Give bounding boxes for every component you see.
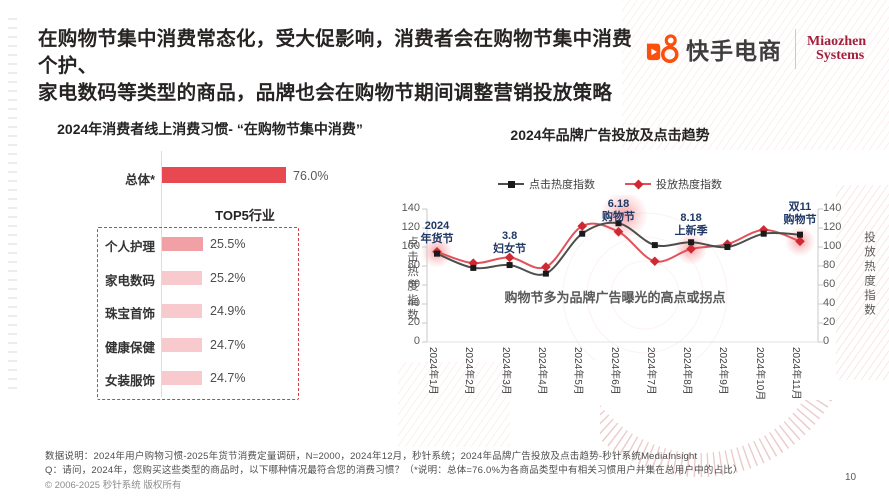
- brand-divider: [795, 29, 796, 69]
- x-axis-label: 2024年7月: [644, 347, 656, 395]
- legend-label-click: 点击热度指数: [529, 179, 595, 191]
- y-axis-tick-left: 60: [407, 278, 420, 290]
- top5-row-value: 25.5%: [210, 237, 246, 251]
- legend-line-click-icon: [498, 180, 524, 188]
- left-chart-axis-line: [161, 151, 162, 397]
- top5-group-label: TOP5行业: [215, 208, 275, 223]
- top5-row-label: 个人护理: [104, 240, 155, 254]
- kuaishou-logo-icon: [646, 34, 679, 64]
- page-title: 在购物节集中消费常态化，受大促影响，消费者会在购物节集中消费个护、 家电数码等类…: [38, 26, 648, 107]
- legend-square-marker-icon: [508, 180, 515, 188]
- miaozhen-logo-line1: Miaozhen: [807, 34, 867, 49]
- footer-question-note: Q：请问，2024年，您购买这些类型的商品时，以下哪种情况最符合您的消费习惯？（…: [45, 465, 743, 476]
- top5-row-bar: [162, 270, 203, 285]
- page-title-line1: 在购物节集中消费常态化，受大促影响，消费者会在购物节集中消费个护、: [38, 28, 633, 77]
- trend-legend: 点击热度指数 投放热度指数: [445, 176, 775, 192]
- page-title-line2: 家电数码等类型的商品，品牌也会在购物节期间调整营销投放策略: [38, 82, 613, 104]
- footer-data-note: 数据说明：2024年用户购物习惯-2025年货节消费定量调研，N=2000，20…: [45, 451, 698, 462]
- legend-line-spend-icon: [625, 179, 651, 189]
- overall-bar-label: 总体*: [125, 173, 155, 187]
- y-axis-tick-right: 80: [823, 259, 836, 271]
- overall-bar-value: 76.0%: [293, 169, 329, 183]
- top5-row-value: 24.7%: [210, 371, 246, 385]
- x-axis-label: 2024年2月: [463, 347, 475, 395]
- y-axis-tick-left: 100: [401, 240, 420, 252]
- top5-row-bar: [162, 304, 202, 318]
- x-axis-label: 2024年11月: [790, 347, 801, 400]
- x-axis-label: 2024年3月: [499, 347, 511, 395]
- y-axis-tick-right: 40: [823, 297, 836, 309]
- left-edge-dash-decoration: [8, 18, 17, 390]
- legend-label-spend: 投放热度指数: [656, 179, 722, 191]
- x-axis-label: 2024年6月: [608, 347, 620, 395]
- top5-dashed-box: [97, 227, 299, 400]
- top5-row-value: 24.9%: [210, 304, 246, 318]
- x-axis-label: 2024年9月: [717, 347, 729, 395]
- y-axis-tick-right: 120: [823, 221, 842, 233]
- top5-row-label: 家电数码: [104, 273, 155, 288]
- top5-row-bar: [162, 371, 202, 385]
- event-annotation: 3.8 妇女节: [493, 230, 527, 255]
- right-chart-title: 2024年品牌广告投放及点击趋势: [510, 127, 710, 143]
- top5-row-value: 24.7%: [210, 337, 246, 352]
- y-axis-tick-right: 100: [823, 240, 842, 252]
- y-axis-tick-left: 20: [407, 316, 420, 328]
- y-axis-tick-left: 80: [407, 259, 420, 271]
- overall-bar: [162, 167, 286, 183]
- x-axis-label: 2024年4月: [535, 347, 547, 395]
- x-axis-label: 2024年5月: [572, 347, 584, 395]
- top5-row-bar: [162, 237, 203, 251]
- miaozhen-logo: Miaozhen Systems: [807, 35, 866, 63]
- y-axis-tick-left: 120: [401, 221, 420, 233]
- event-annotation: 双11 购物节: [783, 201, 817, 226]
- hatch-decoration-top-right: [622, 0, 889, 150]
- legend-diamond-marker-icon: [633, 179, 644, 189]
- top5-row-bar: [162, 337, 202, 352]
- legend-item-spend-index: 投放热度指数: [625, 176, 722, 192]
- top5-row-label: 健康保健: [104, 340, 155, 355]
- trend-line-chart: [421, 195, 823, 360]
- y-axis-tick-left: 140: [401, 202, 420, 214]
- brand-logos: 快手电商 Miaozhen Systems: [644, 29, 866, 69]
- right-axis-title: 投放热度指数: [863, 231, 875, 318]
- hatch-decoration-right: [836, 185, 889, 380]
- top5-row-value: 25.2%: [210, 270, 246, 285]
- x-axis-label: 2024年10月: [753, 347, 765, 401]
- kuaishou-logo-text: 快手电商: [686, 38, 782, 64]
- hatch-decoration-bottom: [398, 362, 510, 447]
- y-axis-tick-left: 40: [407, 297, 420, 309]
- top5-row-label: 珠宝首饰: [104, 307, 155, 321]
- left-axis-title: 点击热度指数: [406, 236, 418, 323]
- chart-note: 购物节多为品牌广告曝光的高点或拐点: [504, 290, 726, 305]
- legend-item-click-index: 点击热度指数: [498, 176, 595, 192]
- event-annotation: 2024 年货节: [420, 220, 454, 245]
- y-axis-tick-right: 20: [823, 316, 836, 328]
- event-annotation: 8.18 上新季: [674, 212, 708, 237]
- y-axis-tick-left: 0: [413, 335, 420, 347]
- copyright: © 2006-2025 秒针系统 版权所有: [45, 480, 182, 491]
- event-annotation: 6.18 购物节: [602, 198, 635, 223]
- x-axis-label: 2024年8月: [681, 347, 693, 395]
- page-number: 10: [845, 472, 857, 483]
- x-axis-label: 2024年1月: [427, 347, 438, 395]
- y-axis-tick-right: 60: [823, 278, 836, 290]
- left-chart-title: 2024年消费者线上消费习惯- “在购物节集中消费”: [57, 121, 363, 137]
- top5-row-label: 女装服饰: [104, 374, 155, 388]
- miaozhen-logo-line2: Systems: [816, 48, 865, 63]
- y-axis-tick-right: 0: [823, 335, 830, 347]
- y-axis-tick-right: 140: [823, 202, 842, 214]
